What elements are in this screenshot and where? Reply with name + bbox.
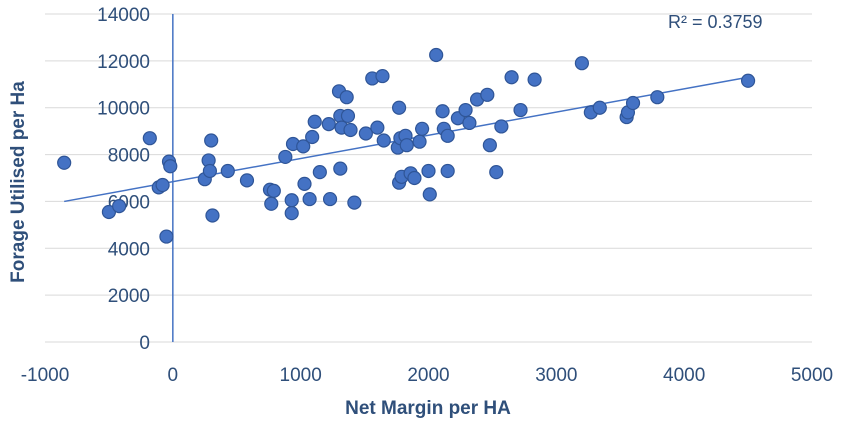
data-point	[625, 95, 641, 111]
data-point	[333, 161, 348, 176]
data-point	[305, 129, 320, 145]
data-point	[264, 196, 279, 211]
data-point	[399, 138, 414, 153]
data-point	[112, 199, 127, 214]
data-point	[494, 119, 509, 134]
x-tick-label: 3000	[535, 365, 577, 386]
data-point	[740, 73, 756, 88]
data-point	[527, 72, 542, 87]
x-tick-label: 2000	[407, 365, 449, 386]
data-point	[422, 187, 437, 202]
data-point	[322, 191, 338, 207]
data-point	[339, 90, 354, 105]
x-tick-label: 0	[168, 365, 179, 386]
data-point	[650, 90, 665, 105]
data-point	[440, 163, 455, 179]
data-point	[159, 229, 174, 244]
x-axis-title: Net Margin per HA	[345, 398, 511, 419]
y-tick-label: 2000	[108, 286, 150, 307]
data-point	[435, 104, 450, 119]
data-point	[513, 102, 528, 118]
data-point	[482, 138, 497, 153]
x-tick-label: -1000	[21, 365, 70, 386]
y-tick-label: 4000	[108, 239, 150, 260]
data-point	[358, 126, 373, 141]
data-point	[407, 170, 422, 186]
data-point	[202, 163, 218, 179]
data-point	[421, 163, 436, 179]
data-point	[340, 108, 356, 124]
data-point	[142, 131, 157, 146]
data-point	[415, 121, 430, 136]
data-point	[312, 165, 327, 180]
r-squared-label: R² = 0.3759	[668, 12, 763, 32]
data-point	[347, 195, 362, 210]
data-point	[204, 133, 219, 148]
data-point	[278, 149, 293, 165]
data-points	[57, 47, 756, 244]
data-point	[574, 56, 590, 71]
data-point	[462, 115, 477, 131]
data-point	[321, 117, 336, 132]
data-point	[155, 177, 170, 193]
y-tick-label: 10000	[97, 99, 150, 120]
data-point	[429, 47, 444, 63]
data-point	[504, 70, 519, 85]
data-point	[375, 68, 390, 84]
data-point	[412, 134, 427, 149]
y-tick-label: 14000	[97, 5, 150, 26]
x-tick-labels: -1000 0 1000 2000 3000 4000 5000	[21, 365, 833, 386]
data-point	[458, 102, 473, 118]
data-point	[592, 100, 607, 115]
y-tick-label: 0	[139, 333, 150, 354]
data-point	[307, 114, 322, 129]
x-tick-label: 5000	[791, 365, 833, 386]
data-point	[296, 139, 311, 154]
data-point	[220, 163, 235, 179]
data-point	[284, 193, 299, 208]
data-point	[266, 183, 281, 198]
y-tick-label: 8000	[108, 146, 150, 167]
data-point	[297, 176, 312, 191]
data-point	[343, 122, 358, 138]
data-point	[163, 159, 178, 174]
data-point	[480, 87, 495, 102]
data-point	[391, 100, 407, 115]
y-axis-title: Forage Utilised per Ha	[8, 81, 29, 283]
x-tick-label: 1000	[280, 365, 322, 386]
y-tick-label: 12000	[97, 52, 150, 73]
data-point	[376, 133, 391, 148]
data-point	[370, 120, 385, 135]
data-point	[239, 173, 255, 188]
data-point	[489, 165, 504, 180]
data-point	[302, 191, 317, 207]
data-point	[205, 208, 220, 223]
x-tick-label: 4000	[663, 365, 705, 386]
data-point	[284, 206, 299, 221]
data-point	[440, 128, 455, 143]
data-point	[57, 155, 72, 170]
